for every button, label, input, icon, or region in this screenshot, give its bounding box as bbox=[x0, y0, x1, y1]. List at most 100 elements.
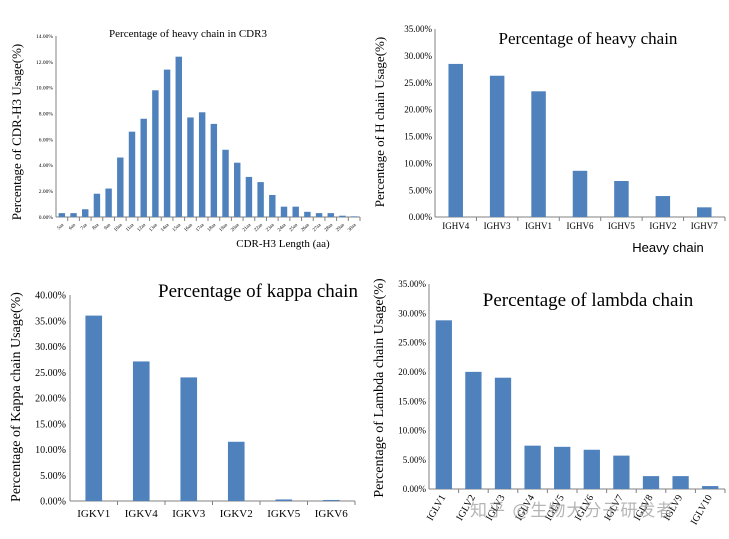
x-tick-label: 10aa bbox=[114, 222, 125, 233]
chart-heavy-svg: Percentage of heavy chain Heavy chain Pe… bbox=[372, 24, 726, 255]
bar-15aa bbox=[175, 56, 182, 217]
bar-IGLV7 bbox=[613, 455, 630, 489]
y-tick-label: 25.00% bbox=[404, 78, 432, 88]
x-tick-label: IGKV1 bbox=[77, 508, 110, 520]
x-tick-label: 28aa bbox=[324, 222, 335, 233]
x-tick-label: 8aa bbox=[92, 222, 101, 231]
y-tick-label: 0.00% bbox=[403, 484, 427, 494]
y-tick-label: 15.00% bbox=[35, 419, 66, 430]
bar-IGHV1 bbox=[531, 91, 546, 217]
x-tick-label: IGHV6 bbox=[567, 221, 594, 231]
chart-heavy-chain: Percentage of heavy chain Heavy chain Pe… bbox=[365, 0, 729, 262]
y-tick-label: 10.00% bbox=[35, 445, 66, 456]
y-axis-label: Percentage of Kappa chain Usage(%) bbox=[9, 292, 24, 502]
y-tick-label: 0.00% bbox=[39, 215, 54, 221]
y-axis-label: Percentage of H chain Usage(%) bbox=[372, 37, 387, 207]
bar-24aa bbox=[280, 206, 288, 217]
bar-IGLV4 bbox=[524, 445, 541, 489]
y-tick-label: 5.00% bbox=[403, 455, 427, 465]
y-tick-label: 0.00% bbox=[409, 212, 433, 222]
x-tick-label: 6aa bbox=[69, 222, 78, 231]
bar-IGHV2 bbox=[655, 196, 671, 217]
x-tick-label: IGKV6 bbox=[315, 508, 348, 520]
x-tick-label: 9aa bbox=[104, 222, 113, 231]
y-tick-label: 10.00% bbox=[404, 158, 432, 168]
bar-IGKV2 bbox=[227, 441, 245, 501]
chart-cdr3-svg: Percentage of heavy chain in CDR3 CDR-H3… bbox=[9, 28, 361, 250]
x-tick-label: 20aa bbox=[230, 222, 241, 233]
x-tick-label: 5aa bbox=[57, 222, 66, 231]
y-tick-label: 20.00% bbox=[398, 367, 426, 377]
x-tick-label: IGHV2 bbox=[649, 221, 676, 231]
bar-IGLV3 bbox=[494, 377, 512, 489]
y-tick-label: 6.00% bbox=[39, 137, 54, 143]
x-tick-label: 15aa bbox=[172, 222, 183, 233]
y-axis-label: Percentage of CDR-H3 Usage(%) bbox=[9, 44, 24, 221]
bar-21aa bbox=[245, 176, 253, 217]
x-tick-label: 14aa bbox=[160, 222, 171, 233]
y-tick-label: 25.00% bbox=[398, 338, 426, 348]
x-tick-label: IGLV10 bbox=[689, 493, 715, 527]
x-tick-label: 30aa bbox=[347, 222, 358, 233]
bar-9aa bbox=[105, 188, 112, 217]
x-tick-label: IGKV5 bbox=[267, 508, 300, 520]
bar-IGLV5 bbox=[554, 446, 571, 489]
bar-IGLV8 bbox=[642, 476, 660, 489]
y-tick-label: 40.00% bbox=[35, 291, 66, 302]
x-tick-label: IGKV2 bbox=[220, 508, 253, 520]
bar-IGLV10 bbox=[702, 486, 719, 489]
x-tick-label: 23aa bbox=[266, 222, 277, 233]
bar-20aa bbox=[234, 162, 241, 217]
bar-14aa bbox=[163, 69, 171, 217]
y-tick-label: 30.00% bbox=[398, 308, 426, 318]
bar-IGLV2 bbox=[465, 371, 482, 489]
bar-IGLV6 bbox=[583, 449, 600, 489]
y-tick-label: 14.00% bbox=[36, 34, 53, 40]
x-tick-label: IGHV3 bbox=[484, 221, 511, 231]
y-axis-label: Percentage of Lambda chain Usage(%) bbox=[372, 278, 387, 498]
bar-IGKV1 bbox=[85, 315, 103, 501]
bar-7aa bbox=[82, 209, 89, 217]
x-tick-label: IGHV4 bbox=[442, 221, 469, 231]
x-tick-label: 7aa bbox=[80, 222, 89, 231]
chart-kappa-chain: Percentage of kappa chain Percentage of … bbox=[0, 262, 365, 539]
chart-title: Percentage of heavy chain in CDR3 bbox=[109, 28, 267, 40]
y-tick-label: 20.00% bbox=[404, 105, 432, 115]
bar-30aa bbox=[350, 216, 358, 217]
bar-23aa bbox=[269, 195, 276, 217]
x-tick-label: 18aa bbox=[207, 222, 218, 233]
y-tick-label: 35.00% bbox=[35, 316, 66, 327]
x-tick-label: 13aa bbox=[149, 222, 160, 233]
y-tick-label: 20.00% bbox=[35, 394, 66, 405]
bar-28aa bbox=[327, 213, 334, 217]
x-tick-label: IGHV5 bbox=[608, 221, 635, 231]
bar-16aa bbox=[187, 117, 194, 217]
chart-title: Percentage of heavy chain bbox=[499, 29, 678, 48]
y-tick-label: 10.00% bbox=[398, 426, 426, 436]
y-tick-label: 15.00% bbox=[404, 132, 432, 142]
y-tick-label: 35.00% bbox=[398, 279, 426, 289]
bar-19aa bbox=[222, 149, 229, 217]
x-tick-label: 12aa bbox=[137, 222, 148, 233]
x-tick-label: IGKV3 bbox=[172, 508, 205, 520]
y-tick-label: 15.00% bbox=[398, 396, 426, 406]
bar-IGLV1 bbox=[435, 320, 452, 489]
bar-IGHV6 bbox=[572, 170, 588, 217]
y-tick-label: 35.00% bbox=[404, 24, 432, 34]
chart-cdr3-length: Percentage of heavy chain in CDR3 CDR-H3… bbox=[0, 0, 365, 262]
y-tick-label: 5.00% bbox=[409, 185, 433, 195]
bar-11aa bbox=[128, 131, 136, 217]
chart-kappa-svg: Percentage of kappa chain Percentage of … bbox=[9, 281, 358, 520]
bar-IGKV6 bbox=[322, 499, 340, 501]
x-tick-label: 17aa bbox=[195, 222, 206, 233]
bar-17aa bbox=[198, 112, 206, 217]
bar-29aa bbox=[339, 215, 346, 217]
bar-12aa bbox=[140, 118, 147, 217]
bar-22aa bbox=[257, 182, 264, 217]
chart-lambda-chain: Percentage of lambda chain Percentage of… bbox=[365, 262, 729, 539]
x-tick-label: IGKV4 bbox=[125, 508, 158, 520]
bar-6aa bbox=[70, 213, 77, 217]
x-tick-label: 11aa bbox=[125, 222, 136, 233]
x-tick-label: IGLV1 bbox=[425, 493, 449, 523]
bar-IGKV3 bbox=[180, 377, 198, 501]
